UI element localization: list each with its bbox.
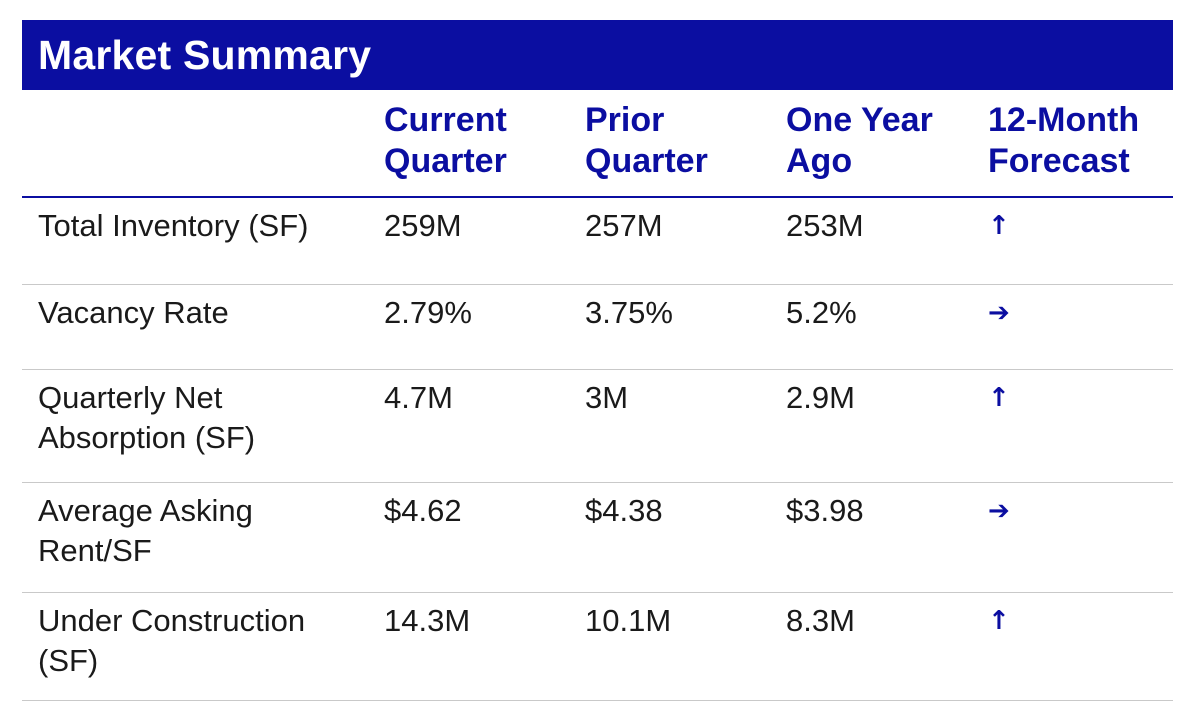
page-title: Market Summary (38, 31, 372, 78)
row-label: Under Construction (SF) (38, 603, 306, 678)
cell-prior-quarter: 10.1M (585, 603, 672, 638)
cell-current-quarter: 259M (384, 208, 462, 243)
row-label: Average Asking Rent/SF (38, 493, 253, 568)
table-row-quarterly-net-absorption: Quarterly Net Absorption (SF) 4.7M 3M 2.… (22, 370, 1173, 483)
cell-prior-quarter: 3.75% (585, 295, 673, 330)
column-header-prior-quarter: Prior Quarter (585, 101, 708, 180)
row-label: Quarterly Net Absorption (SF) (38, 380, 256, 455)
cell-prior-quarter: $4.38 (585, 493, 663, 528)
market-summary-panel: Market Summary Current Quarter Prior Qua… (22, 20, 1173, 701)
cell-one-year-ago: $3.98 (786, 493, 864, 528)
table-row-vacancy-rate: Vacancy Rate 2.79% 3.75% 5.2% ➔ (22, 285, 1173, 370)
row-label: Total Inventory (SF) (38, 208, 309, 243)
table-row-under-construction: Under Construction (SF) 14.3M 10.1M 8.3M… (22, 593, 1173, 701)
arrow-up-icon: ↑ (988, 211, 1010, 241)
column-header-current-quarter: Current Quarter (384, 101, 507, 180)
cell-current-quarter: 4.7M (384, 380, 453, 415)
column-header-one-year-ago: One Year Ago (786, 101, 933, 180)
arrow-right-icon: ➔ (988, 496, 1010, 526)
cell-current-quarter: 2.79% (384, 295, 472, 330)
column-header-12-month-forecast: 12-Month Forecast (988, 101, 1140, 180)
table-row-average-asking-rent: Average Asking Rent/SF $4.62 $4.38 $3.98… (22, 483, 1173, 593)
cell-prior-quarter: 3M (585, 380, 629, 415)
arrow-up-icon: ↑ (988, 606, 1010, 636)
cell-one-year-ago: 8.3M (786, 603, 855, 638)
cell-one-year-ago: 2.9M (786, 380, 855, 415)
cell-one-year-ago: 253M (786, 208, 864, 243)
row-label: Vacancy Rate (38, 295, 229, 330)
title-bar: Market Summary (22, 20, 1173, 90)
table-header-row: Current Quarter Prior Quarter One Year A… (22, 90, 1173, 198)
cell-prior-quarter: 257M (585, 208, 663, 243)
cell-current-quarter: $4.62 (384, 493, 462, 528)
arrow-up-icon: ↑ (988, 383, 1010, 413)
arrow-right-icon: ➔ (988, 298, 1010, 328)
cell-current-quarter: 14.3M (384, 603, 471, 638)
cell-one-year-ago: 5.2% (786, 295, 857, 330)
table-row-total-inventory: Total Inventory (SF) 259M 257M 253M ↑ (22, 198, 1173, 285)
